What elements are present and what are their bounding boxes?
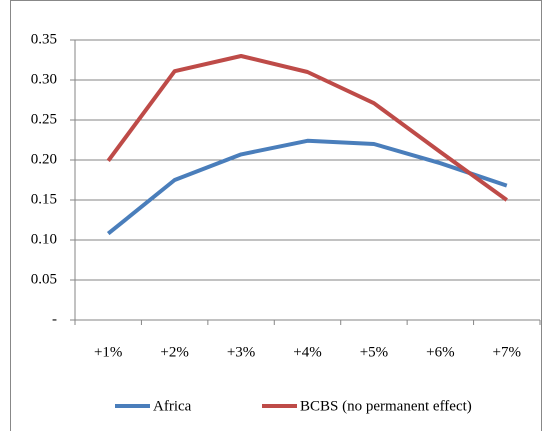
x-tick-label: +4% xyxy=(293,344,321,360)
y-tick-label: 0.30 xyxy=(31,71,57,87)
y-tick-label: 0.05 xyxy=(31,271,57,287)
x-tick-label: +3% xyxy=(227,344,255,360)
y-tick-label: 0.35 xyxy=(31,31,57,47)
y-tick-label: - xyxy=(52,311,57,327)
x-tick-label: +6% xyxy=(426,344,454,360)
x-tick-label: +2% xyxy=(160,344,188,360)
y-tick-label: 0.20 xyxy=(31,151,57,167)
legend-label: BCBS (no permanent effect) xyxy=(300,398,472,414)
y-tick-label: 0.25 xyxy=(31,111,57,127)
y-tick-label: 0.10 xyxy=(31,231,57,247)
chart-frame xyxy=(10,0,542,431)
data-line xyxy=(106,138,508,236)
x-tick-label: +7% xyxy=(493,344,521,360)
y-tick-label: 0.15 xyxy=(31,191,57,207)
data-line xyxy=(106,54,508,202)
x-tick-label: +5% xyxy=(360,344,388,360)
legend-label: Africa xyxy=(153,398,192,414)
x-tick-label: +1% xyxy=(94,344,122,360)
